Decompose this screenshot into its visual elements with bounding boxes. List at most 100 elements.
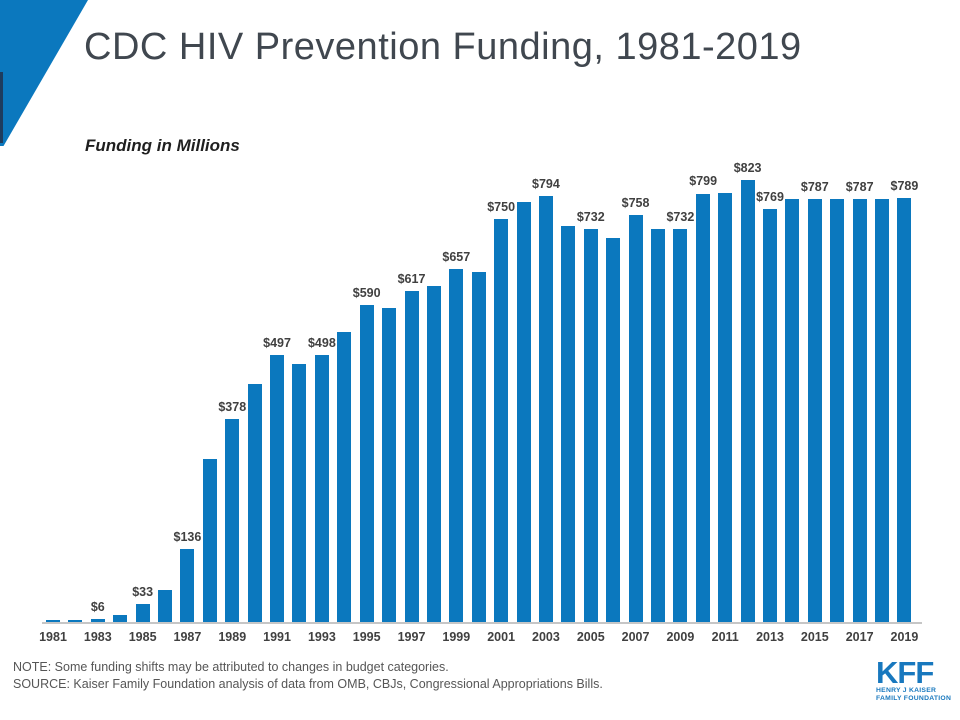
value-label-1991: $497 — [263, 336, 291, 351]
xtick-2007: 2007 — [621, 630, 650, 644]
bar-slot-1986 — [158, 162, 173, 622]
bar-1986 — [158, 589, 173, 622]
bar-slot-1994 — [337, 162, 352, 622]
xtick-2011: 2011 — [711, 630, 739, 644]
bar-slot-1992 — [292, 162, 307, 622]
value-label-1997: $617 — [397, 271, 426, 286]
bar-slot-1993: $498 1993 — [308, 162, 336, 644]
bar-1999 — [449, 269, 464, 622]
bar-slot-1998 — [426, 162, 441, 622]
footnote-block: NOTE: Some funding shifts may be attribu… — [13, 659, 603, 692]
value-label-1985: $33 — [132, 585, 154, 600]
bar-slot-1987: $136 1987 — [174, 162, 202, 644]
value-label-2012: $823 — [733, 161, 762, 175]
source-text: SOURCE: Kaiser Family Foundation analysi… — [13, 676, 603, 691]
xtick-1995: 1995 — [352, 630, 381, 644]
bar-slot-2010 — [695, 162, 710, 622]
bar-slot-2015: $787 2015 — [801, 162, 829, 644]
xtick-1991: 1991 — [263, 630, 291, 644]
value-label-2015: $787 — [800, 180, 829, 195]
bar-1987 — [180, 549, 195, 622]
value-label-1993: $498 — [307, 335, 336, 350]
bar-slot-1983: $6 1983 — [84, 162, 112, 644]
bar-1983 — [90, 618, 105, 622]
bar-slot-1984 — [113, 162, 128, 622]
bar-2012 — [740, 180, 755, 622]
xtick-2005: 2005 — [576, 630, 605, 644]
corner-navy-accent — [0, 72, 3, 143]
bar-slot-2008 — [650, 162, 665, 622]
value-label-2013: $769 — [756, 190, 784, 205]
value-label-2019: $789 — [890, 179, 919, 194]
note-text: NOTE: Some funding shifts may be attribu… — [13, 660, 449, 674]
bar-slot-2011: $799 2011 — [689, 162, 738, 644]
bar-2004 — [561, 226, 576, 622]
bar-slot-1985: $33 1985 — [129, 162, 157, 644]
bar-slot-2004 — [561, 162, 576, 622]
xtick-1983: 1983 — [83, 630, 112, 644]
kff-logo-subtext-2: FAMILY FOUNDATION — [876, 695, 952, 702]
bar-2000 — [471, 271, 486, 622]
bar-1989 — [225, 419, 240, 622]
bar-2001 — [494, 219, 509, 622]
bar-2005 — [583, 228, 598, 622]
value-label-1995: $590 — [352, 286, 381, 301]
bar-1997 — [404, 290, 419, 622]
bar-slot-2001: $750 2001 — [487, 162, 515, 644]
bar-2013 — [763, 209, 777, 622]
value-label-2005: $732 — [576, 209, 605, 224]
bar-1991 — [270, 355, 285, 622]
xtick-2001: 2001 — [487, 630, 516, 644]
xtick-2017: 2017 — [845, 630, 874, 644]
value-label-1983: $6 — [90, 599, 105, 614]
xtick-1985: 1985 — [128, 630, 157, 644]
chart-subtitle: Funding in Millions — [85, 136, 240, 155]
kff-logo-text: KFF — [876, 655, 934, 690]
bar-slot-2003: $794 2003 — [532, 162, 560, 644]
xtick-2015: 2015 — [800, 630, 829, 644]
bar-slot-1999: $657 1999 — [442, 162, 470, 644]
kff-logo: KFF HENRY J KAISER FAMILY FOUNDATION — [876, 655, 956, 703]
bar-2014 — [785, 199, 800, 622]
bar-slot-2002 — [516, 162, 531, 622]
bar-slot-2016 — [830, 162, 845, 622]
bar-slot-2009: $732 2009 — [666, 162, 694, 644]
bar-2015 — [807, 199, 822, 622]
value-label-2007: $758 — [621, 195, 650, 210]
bar-1988 — [202, 458, 217, 622]
bar-slot-2018 — [875, 162, 890, 622]
bar-slot-2007: $758 2007 — [622, 162, 650, 644]
bar-slot-2006 — [606, 162, 621, 622]
bar-2009 — [673, 228, 688, 622]
value-label-2011: $799 — [689, 173, 718, 188]
bar-2011 — [718, 192, 733, 622]
bar-slot-1988 — [202, 162, 217, 622]
xtick-1987: 1987 — [173, 630, 202, 644]
value-label-2017: $787 — [845, 180, 874, 195]
xtick-1981: 1981 — [39, 630, 67, 644]
bar-1985 — [135, 604, 150, 622]
corner-triangle-decoration — [0, 0, 88, 146]
bar-slot-1990 — [247, 162, 262, 622]
bar-slot-1991: $497 1991 — [263, 162, 291, 644]
bar-slot-2019: $789 2019 — [891, 162, 919, 644]
bar-slot-1989: $378 1989 — [218, 162, 246, 644]
bar-2019 — [897, 198, 912, 622]
bar-chart: 1981 $6 1983 $33 1985 $136 1987 $378 1989 $497 199… — [39, 161, 919, 644]
bar-slot-2012: $823 — [734, 161, 762, 622]
xtick-1993: 1993 — [307, 630, 336, 644]
bar-1990 — [247, 384, 262, 622]
bar-2006 — [606, 237, 621, 622]
bar-2017 — [852, 199, 867, 622]
bar-slot-1981: 1981 — [39, 162, 67, 644]
value-label-1999: $657 — [442, 250, 471, 265]
xtick-1999: 1999 — [442, 630, 471, 644]
bar-slot-2005: $732 2005 — [577, 162, 605, 644]
bar-1993 — [314, 354, 329, 622]
value-label-1987: $136 — [173, 529, 202, 544]
value-label-2003: $794 — [532, 176, 560, 191]
value-label-2009: $732 — [666, 209, 695, 224]
bar-slot-2014 — [785, 162, 800, 622]
bar-2016 — [830, 199, 845, 622]
